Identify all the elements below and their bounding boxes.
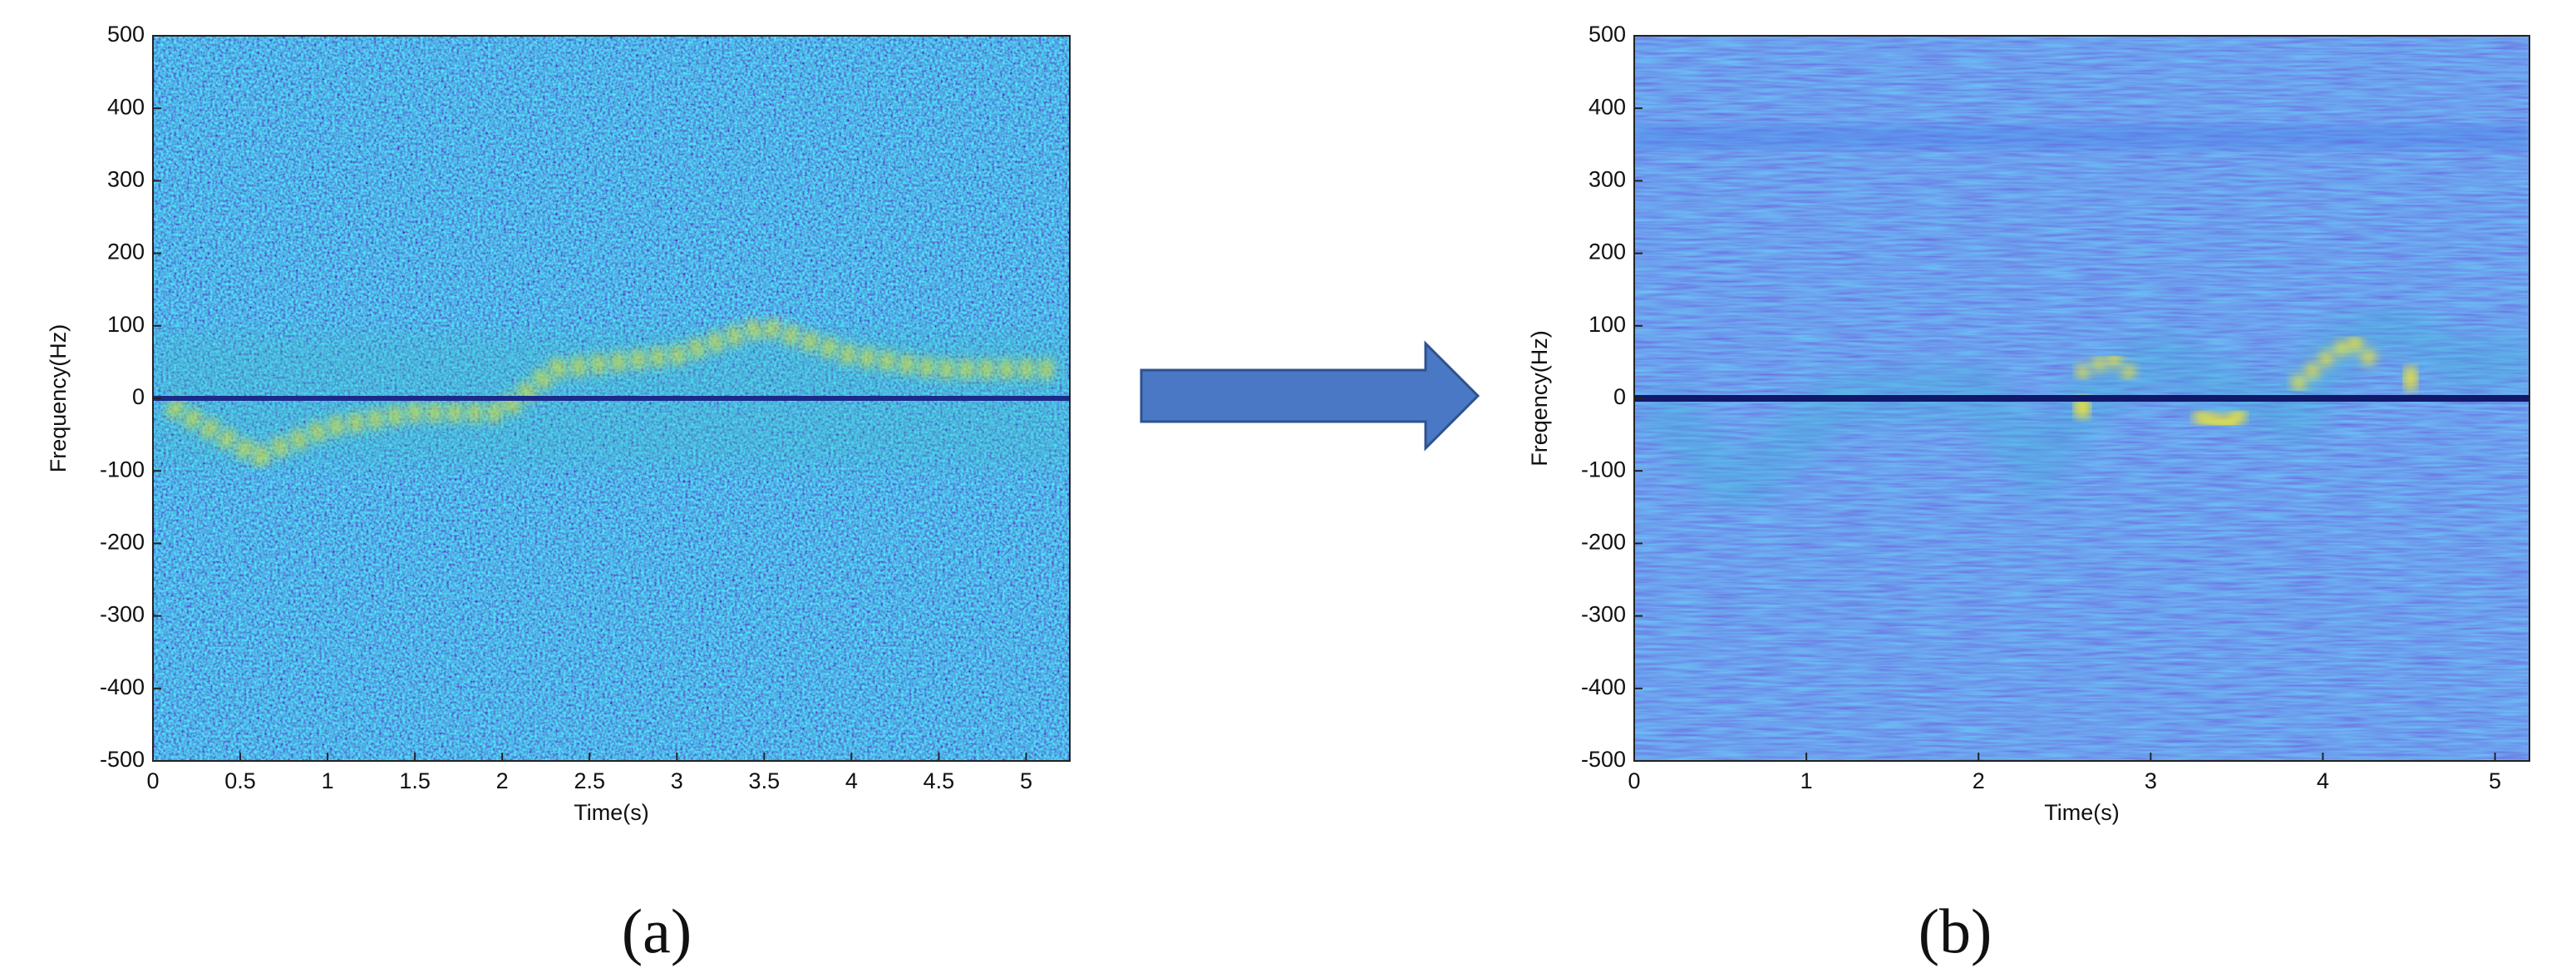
y-tick-label: -200 xyxy=(1581,530,1626,555)
x-tick-label: 1.5 xyxy=(399,768,431,793)
heatmap xyxy=(153,36,1070,761)
x-tick-label: 4 xyxy=(845,768,858,793)
panel-label: (b) xyxy=(1918,896,1992,966)
x-tick-label: 0.5 xyxy=(224,768,256,793)
y-tick-label: 100 xyxy=(1588,312,1626,337)
y-axis-title: Frequency(Hz) xyxy=(46,324,71,473)
x-tick-label: 3 xyxy=(671,768,683,793)
y-tick-label: -300 xyxy=(1581,602,1626,627)
y-tick-label: 500 xyxy=(1588,22,1626,47)
y-tick-label: 200 xyxy=(107,240,145,264)
y-tick-label: 100 xyxy=(107,312,145,337)
x-tick-label: 2.5 xyxy=(574,768,605,793)
x-tick-label: 0 xyxy=(146,768,159,793)
x-tick-label: 3 xyxy=(2145,768,2157,793)
y-tick-label: 200 xyxy=(1588,240,1626,264)
y-tick-label: 400 xyxy=(107,94,145,119)
x-tick-label: 2 xyxy=(496,768,509,793)
x-axis-title: Time(s) xyxy=(574,800,648,825)
x-tick-label: 3.5 xyxy=(749,768,781,793)
x-tick-label: 4 xyxy=(2317,768,2329,793)
y-tick-label: 400 xyxy=(1588,94,1626,119)
x-tick-label: 1 xyxy=(1800,768,1813,793)
heatmap xyxy=(1634,36,2529,761)
y-tick-label: -400 xyxy=(100,674,145,699)
arrow xyxy=(1140,340,1480,452)
y-tick-label: -500 xyxy=(1581,747,1626,772)
x-tick-label: 0 xyxy=(1628,768,1640,793)
x-tick-label: 4.5 xyxy=(924,768,955,793)
y-tick-label: -100 xyxy=(100,457,145,482)
y-tick-label: -500 xyxy=(100,747,145,772)
x-axis-title: Time(s) xyxy=(2044,800,2119,825)
y-tick-label: -400 xyxy=(1581,674,1626,699)
x-tick-label: 5 xyxy=(1020,768,1032,793)
x-tick-label: 1 xyxy=(322,768,334,793)
y-tick-label: 0 xyxy=(132,384,145,409)
y-tick-label: 300 xyxy=(1588,167,1626,192)
y-tick-label: 300 xyxy=(107,167,145,192)
y-tick-label: 500 xyxy=(107,22,145,47)
panel-label: (a) xyxy=(622,896,692,966)
y-tick-label: 0 xyxy=(1613,384,1626,409)
y-axis-title: Freqency(Hz) xyxy=(1527,330,1552,467)
y-tick-label: -200 xyxy=(100,530,145,555)
x-tick-label: 2 xyxy=(1973,768,1985,793)
x-tick-label: 5 xyxy=(2489,768,2501,793)
y-tick-label: -100 xyxy=(1581,457,1626,482)
y-tick-label: -300 xyxy=(100,602,145,627)
